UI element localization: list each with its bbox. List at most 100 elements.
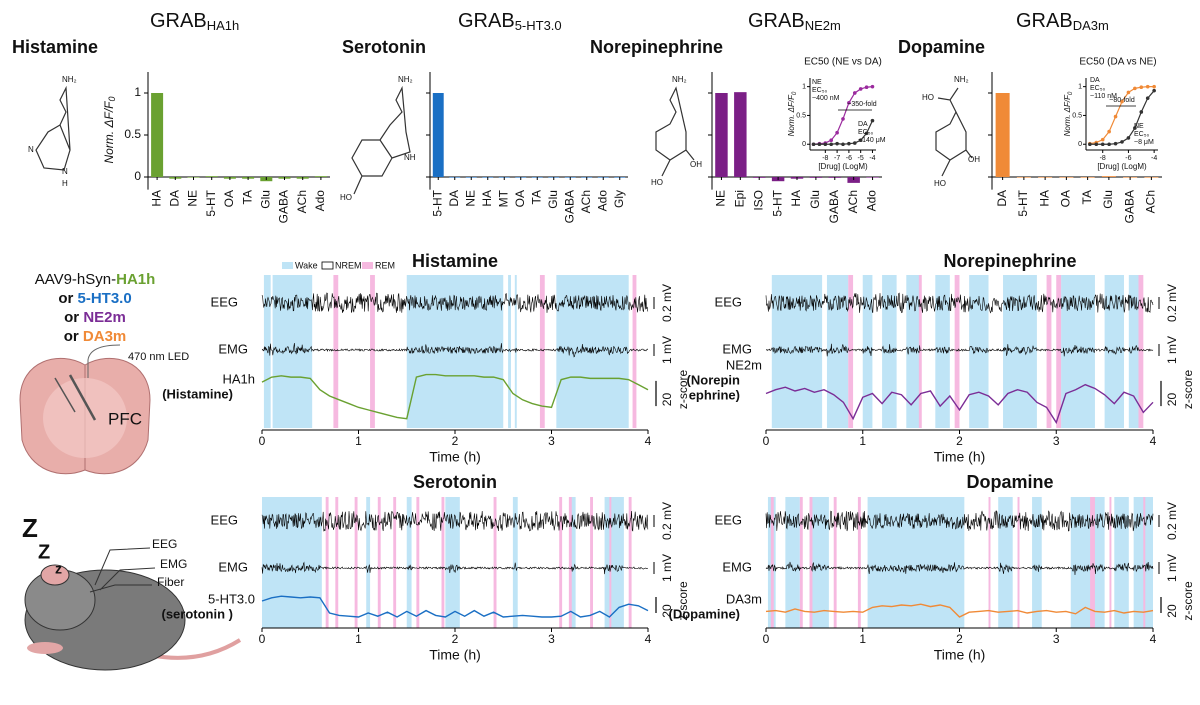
- x-tick-label: ISO: [751, 190, 765, 211]
- led-label: 470 nm LED: [128, 351, 189, 363]
- series-note: EC₅₀: [812, 87, 828, 94]
- legend-label: NREM: [335, 260, 362, 270]
- x-tick-label: GABA: [562, 190, 576, 223]
- data-point: [811, 142, 816, 147]
- sensor-label: NE2m: [726, 357, 762, 372]
- wake-epoch: [935, 275, 950, 428]
- data-point: [1126, 90, 1131, 95]
- serotonin-bonds: [351, 85, 411, 195]
- y-axis-label: Norm. ΔF/F0: [102, 96, 117, 163]
- sensor-sub: NE2m: [805, 18, 841, 33]
- rem-epoch: [857, 497, 861, 628]
- data-point: [1107, 142, 1111, 147]
- series-note: ~140 μM: [858, 137, 886, 144]
- x-axis-label: Time (h): [934, 449, 986, 465]
- x-tick-label: Glu: [546, 190, 560, 209]
- eeg-label: EEG: [211, 512, 238, 527]
- x-tick-label: Epi: [733, 190, 747, 207]
- atom-label: H: [62, 179, 68, 188]
- data-point: [852, 91, 857, 95]
- data-point: [1152, 84, 1156, 89]
- rem-epoch: [628, 497, 632, 628]
- x-tick-label: 5-HT: [770, 189, 784, 216]
- rem-epoch: [441, 497, 445, 628]
- bar: [205, 176, 218, 177]
- sensor-label: DA3m: [726, 591, 762, 606]
- series-note: ~8 μM: [1134, 139, 1154, 146]
- x-tick-label: GABA: [827, 190, 841, 223]
- data-point: [847, 141, 851, 146]
- panel-title: Dopamine: [898, 37, 985, 57]
- rem-epoch: [918, 275, 922, 428]
- rem-epoch: [416, 497, 420, 628]
- sensor-label: (Dopamine): [669, 606, 741, 621]
- y-label-sub: 0: [107, 96, 117, 101]
- x-tick-label: 3: [1053, 632, 1060, 646]
- x-tick-label: 3: [548, 632, 555, 646]
- inset-y-label: Norm. ΔF/F0: [1063, 91, 1073, 136]
- atom-label: OH: [690, 160, 702, 169]
- x-tick-label: Ado: [313, 190, 327, 212]
- legend-swatch: [362, 262, 373, 269]
- rem-epoch: [590, 497, 593, 628]
- series-note: EC₅₀: [858, 129, 874, 136]
- data-point: [1100, 142, 1105, 147]
- wake-epoch: [366, 497, 371, 628]
- sensor-name: GRABNE2m: [748, 10, 841, 33]
- virus-name: NE2m: [83, 309, 126, 326]
- rem-epoch: [1017, 497, 1020, 628]
- x-tick-label: 2: [452, 434, 459, 448]
- x-tick-label: HA: [480, 190, 494, 207]
- z-scale-label: 20: [660, 393, 674, 407]
- x-tick-label: GABA: [1122, 190, 1136, 223]
- legend-swatch: [321, 261, 334, 270]
- inset-x-label: [Drug] (LogM): [818, 162, 868, 171]
- x-tick-label: Glu: [258, 190, 272, 209]
- rem-epoch: [809, 497, 813, 628]
- virus-line: AAV9-hSyn-HA1h: [35, 271, 156, 288]
- x-axis-label: Time (h): [429, 449, 481, 465]
- wake-epoch: [1114, 497, 1129, 628]
- inset-bg: [1086, 78, 1158, 150]
- y-label-main: Norm. ΔF/F: [1063, 94, 1072, 136]
- x-tick-label: TA: [1080, 190, 1094, 204]
- data-point: [829, 138, 834, 143]
- x-tick-label: -8: [1100, 155, 1106, 162]
- x-tick-label: 2: [956, 632, 963, 646]
- series-note: EC₅₀: [1090, 85, 1106, 92]
- eeg-trace: [765, 292, 1154, 314]
- panel-title: Dopamine: [966, 472, 1053, 492]
- rem-epoch: [325, 497, 329, 628]
- sensor-label: (Histamine): [162, 386, 233, 401]
- z-axis-label: z-score: [1181, 581, 1195, 621]
- emg-trace: [765, 561, 1154, 576]
- x-tick-label: 3: [548, 434, 555, 448]
- legend-swatch: [282, 262, 293, 269]
- data-point: [1126, 136, 1131, 140]
- rem-epoch: [988, 497, 991, 628]
- emg-label: EMG: [722, 341, 752, 356]
- virus-prefix: or: [64, 309, 83, 326]
- wake-epoch: [1128, 275, 1139, 428]
- sensor-name: GRAB5-HT3.0: [458, 10, 562, 33]
- x-tick-label: -6: [846, 155, 852, 162]
- x-tick-label: -5: [858, 155, 864, 162]
- wake-epoch: [862, 275, 873, 428]
- data-point: [870, 84, 875, 89]
- z-scale-label: 20: [660, 604, 674, 618]
- series-name: DA: [858, 121, 868, 128]
- x-tick-label: GABA: [277, 190, 291, 223]
- x-tick-label: ACh: [579, 190, 593, 213]
- panel-title: Serotonin: [413, 472, 497, 492]
- x-tick-label: 4: [1150, 632, 1157, 646]
- y-label-main: Norm. ΔF/F: [787, 94, 796, 136]
- wake-epoch: [809, 497, 829, 628]
- sensor-label: (Norepin: [687, 372, 741, 387]
- x-tick-label: HA: [149, 190, 163, 207]
- virus-line: or DA3m: [64, 328, 127, 345]
- data-point: [817, 142, 822, 147]
- data-point: [1133, 126, 1137, 130]
- atom-label: N: [28, 145, 34, 154]
- paw: [27, 642, 63, 654]
- x-tick-label: 1: [859, 632, 866, 646]
